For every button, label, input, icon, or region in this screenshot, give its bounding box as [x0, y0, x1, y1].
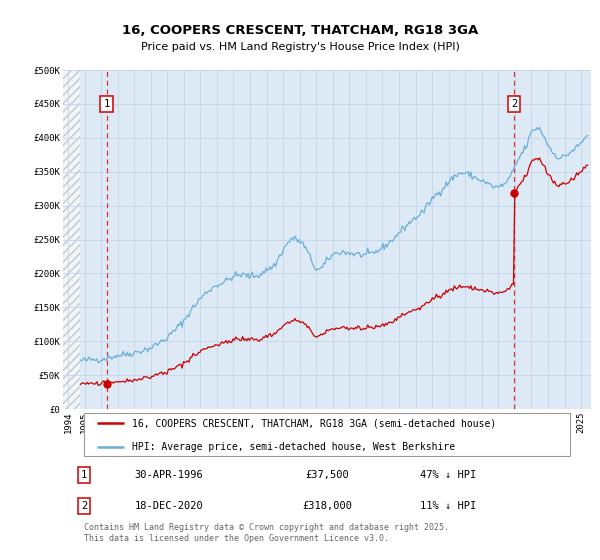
Text: Contains HM Land Registry data © Crown copyright and database right 2025.
This d: Contains HM Land Registry data © Crown c…: [84, 523, 449, 543]
Text: 47% ↓ HPI: 47% ↓ HPI: [421, 470, 476, 480]
Text: 16, COOPERS CRESCENT, THATCHAM, RG18 3GA: 16, COOPERS CRESCENT, THATCHAM, RG18 3GA: [122, 24, 478, 38]
Text: Price paid vs. HM Land Registry's House Price Index (HPI): Price paid vs. HM Land Registry's House …: [140, 42, 460, 52]
Text: 30-APR-1996: 30-APR-1996: [134, 470, 203, 480]
Text: 2: 2: [511, 99, 517, 109]
Text: 18-DEC-2020: 18-DEC-2020: [134, 501, 203, 511]
Text: 16, COOPERS CRESCENT, THATCHAM, RG18 3GA (semi-detached house): 16, COOPERS CRESCENT, THATCHAM, RG18 3GA…: [131, 418, 496, 428]
Text: 11% ↓ HPI: 11% ↓ HPI: [421, 501, 476, 511]
Text: £318,000: £318,000: [302, 501, 352, 511]
FancyBboxPatch shape: [84, 413, 570, 456]
Text: 2: 2: [81, 501, 87, 511]
Text: £37,500: £37,500: [305, 470, 349, 480]
Text: 1: 1: [103, 99, 110, 109]
Text: HPI: Average price, semi-detached house, West Berkshire: HPI: Average price, semi-detached house,…: [131, 442, 455, 452]
Text: 1: 1: [81, 470, 87, 480]
